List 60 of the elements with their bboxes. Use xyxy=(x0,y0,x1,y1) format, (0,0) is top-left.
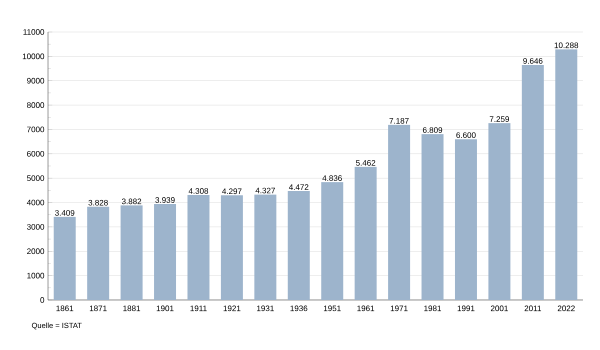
y-tick-label: 10000 xyxy=(22,54,44,60)
x-tick-label: 2001 xyxy=(490,306,508,312)
data-label: 6.600 xyxy=(456,132,476,138)
data-label: 5.462 xyxy=(356,160,376,166)
data-label: 4.297 xyxy=(222,188,242,194)
bar xyxy=(154,204,176,300)
x-tick-label: 1861 xyxy=(56,306,74,312)
y-tick-label: 7000 xyxy=(27,126,44,132)
y-tick-label: 0 xyxy=(40,297,44,303)
bar xyxy=(220,195,243,300)
x-tick-label: 1981 xyxy=(424,306,442,312)
x-tick-label: 1871 xyxy=(90,306,107,312)
bar xyxy=(288,191,310,300)
bar xyxy=(522,64,544,300)
data-label: 4.472 xyxy=(288,184,308,190)
x-tick-label: 1971 xyxy=(390,306,408,312)
bar xyxy=(87,206,110,300)
y-tick-label: 5000 xyxy=(26,175,44,182)
bar xyxy=(488,123,510,300)
data-label: 4.327 xyxy=(256,188,275,194)
y-tick-label: 4000 xyxy=(26,200,44,206)
data-label: 3.882 xyxy=(122,198,142,204)
bar xyxy=(120,205,143,300)
data-label: 3.939 xyxy=(155,197,175,203)
y-tick-label: 6000 xyxy=(27,150,44,157)
x-tick-label: 1931 xyxy=(257,306,274,312)
bar xyxy=(187,195,210,300)
data-label: 3.409 xyxy=(55,210,74,216)
data-label: 4.308 xyxy=(188,188,208,194)
bar xyxy=(454,139,477,300)
bar xyxy=(54,216,76,300)
data-label: 7.259 xyxy=(490,116,510,122)
y-tick-label: 8000 xyxy=(27,102,44,108)
data-label: 4.836 xyxy=(322,175,342,181)
y-tick-label: 3000 xyxy=(26,224,44,230)
bar xyxy=(388,124,410,300)
y-tick-label: 1000 xyxy=(27,272,44,278)
x-tick-label: 1991 xyxy=(458,306,474,312)
x-tick-label: 1951 xyxy=(324,306,341,312)
data-label: 9.646 xyxy=(523,58,542,64)
x-tick-label: 1881 xyxy=(123,306,140,312)
x-tick-label: 2011 xyxy=(524,306,542,312)
data-label: 10.288 xyxy=(554,42,578,48)
bar xyxy=(422,134,444,300)
y-tick-label: 9000 xyxy=(27,78,44,84)
bar xyxy=(555,49,578,300)
data-label: 7.187 xyxy=(389,118,409,124)
x-tick-label: 1911 xyxy=(190,306,207,312)
bar xyxy=(354,166,377,300)
y-tick-label: 2000 xyxy=(27,248,44,254)
x-tick-label: 1936 xyxy=(290,306,308,312)
x-tick-label: 1901 xyxy=(156,306,174,312)
bar xyxy=(254,194,276,300)
bar xyxy=(321,182,344,300)
x-tick-label: 1921 xyxy=(224,306,240,312)
x-tick-label: 2022 xyxy=(558,306,575,312)
data-label: 3.828 xyxy=(88,200,108,206)
data-label: 6.809 xyxy=(422,127,442,133)
y-tick-label: 11000 xyxy=(23,29,44,35)
x-tick-label: 1961 xyxy=(357,306,374,312)
